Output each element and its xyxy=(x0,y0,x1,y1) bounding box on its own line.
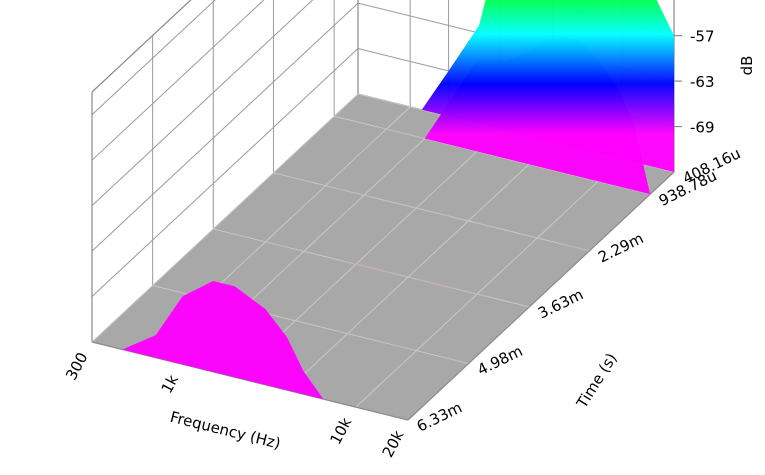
left-wall-top xyxy=(91,0,192,93)
freq-tick-label: 20k xyxy=(379,427,408,460)
floor-freq-line xyxy=(355,158,623,408)
surface-slice xyxy=(334,37,651,195)
surface-slice xyxy=(213,228,530,307)
left-wall-hline xyxy=(91,0,265,161)
surface-layer xyxy=(92,0,674,420)
y-axis-title: Time (s) xyxy=(573,350,621,412)
z-tick-label: -63 xyxy=(690,73,715,91)
freq-tick-label: 10k xyxy=(326,414,355,447)
freq-tick-label: 300 xyxy=(62,349,91,383)
floor-freq-line xyxy=(91,93,359,343)
z-tick-label: -69 xyxy=(690,119,715,137)
left-wall-hline xyxy=(91,0,216,116)
z-axis-title: dB xyxy=(738,56,756,76)
x-axis-title: Frequency (Hz) xyxy=(168,408,282,453)
z-tick-label: -57 xyxy=(690,28,715,46)
left-wall-hline xyxy=(91,2,359,252)
surface-slice xyxy=(273,172,590,251)
surface-slice xyxy=(92,281,408,420)
floor-right-edge xyxy=(407,171,675,421)
left-wall-hline xyxy=(91,48,359,297)
freq-tick-label: 1k xyxy=(158,372,183,397)
left-wall-hline xyxy=(91,0,314,207)
floor-freq-line xyxy=(286,141,554,391)
